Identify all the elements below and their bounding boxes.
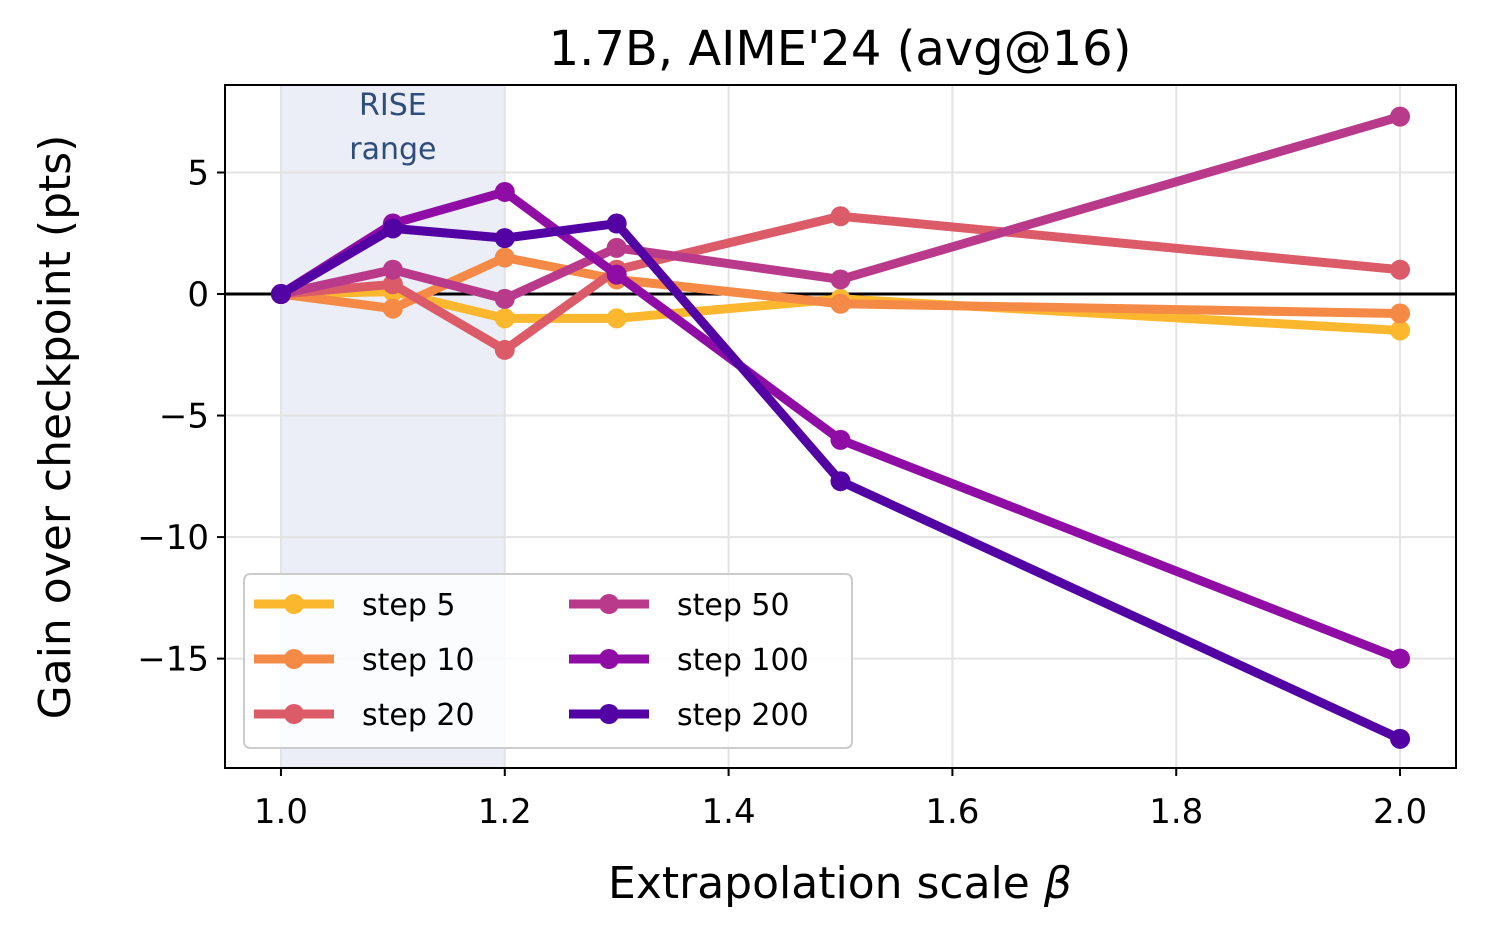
data-point <box>606 237 627 258</box>
data-point <box>830 293 851 314</box>
legend-label: step 50 <box>677 588 790 623</box>
x-tick-label: 1.6 <box>925 792 979 832</box>
legend-label: step 5 <box>362 588 456 623</box>
data-point <box>494 339 515 360</box>
legend-label: step 200 <box>677 698 809 733</box>
data-point <box>830 429 851 450</box>
x-tick-label: 2.0 <box>1373 792 1427 832</box>
legend: step 5 step 10 step 20 step 50 step 100 step … <box>243 573 853 749</box>
data-point <box>830 206 851 227</box>
data-point <box>494 181 515 202</box>
x-axis-label-symbol: β <box>1043 858 1072 909</box>
x-tick-label: 1.2 <box>478 792 532 832</box>
plot-area <box>224 84 1457 769</box>
legend-box <box>243 573 853 749</box>
data-point <box>606 213 627 234</box>
legend-swatch-marker <box>599 649 619 669</box>
rise-range-label-line2: range <box>349 132 436 167</box>
data-point <box>1390 728 1411 749</box>
data-point <box>606 264 627 285</box>
legend-label: step 20 <box>362 698 475 733</box>
x-axis-label-text: Extrapolation scale <box>608 858 1030 909</box>
y-axis-label: Gain over checkpoint (pts) <box>30 135 81 720</box>
x-tick-label: 1.4 <box>702 792 756 832</box>
data-point <box>382 218 403 239</box>
legend-item-step-50: step 50 <box>569 588 790 623</box>
data-point <box>830 471 851 492</box>
data-point <box>382 274 403 295</box>
plot-frame <box>224 84 1457 769</box>
y-tick-label: −10 <box>137 518 209 558</box>
legend-swatch-marker <box>284 704 304 724</box>
data-point <box>494 288 515 309</box>
data-point <box>1390 320 1411 341</box>
x-axis-label: Extrapolation scale β <box>608 858 1072 909</box>
x-axis-ticks: 1.0 1.2 1.4 1.6 1.8 2.0 <box>254 768 1427 832</box>
series-lines <box>270 106 1411 749</box>
y-tick-label: −5 <box>159 397 209 437</box>
legend-item-step-100: step 100 <box>569 643 809 678</box>
data-point <box>382 259 403 280</box>
data-point <box>830 269 851 290</box>
y-tick-label: −15 <box>137 640 209 680</box>
data-point <box>1390 303 1411 324</box>
data-point <box>1390 648 1411 669</box>
chart-title: 1.7B, AIME'24 (avg@16) <box>549 21 1132 77</box>
series-step-200 <box>270 213 1411 749</box>
legend-swatch-marker <box>284 649 304 669</box>
legend-swatch-marker <box>284 594 304 614</box>
data-point <box>606 308 627 329</box>
legend-swatch-marker <box>599 704 619 724</box>
legend-label: step 100 <box>677 643 809 678</box>
y-tick-label: 5 <box>187 154 209 194</box>
data-point <box>1390 259 1411 280</box>
rise-range-label-line1: RISE <box>359 88 427 123</box>
series-line <box>276 219 1405 744</box>
legend-item-step-5: step 5 <box>254 588 456 623</box>
legend-item-step-200: step 200 <box>569 698 809 733</box>
series-line <box>276 112 1405 304</box>
data-point <box>1390 106 1411 127</box>
x-tick-label: 1.0 <box>254 792 308 832</box>
x-tick-label: 1.8 <box>1149 792 1203 832</box>
data-point <box>494 247 515 268</box>
data-point <box>270 284 291 305</box>
data-point <box>494 308 515 329</box>
data-point <box>494 228 515 249</box>
data-point <box>382 298 403 319</box>
series-line <box>276 211 1405 355</box>
y-tick-label: 0 <box>187 275 209 315</box>
legend-label: step 10 <box>362 643 475 678</box>
y-axis-ticks: 5 0 −5 −10 −15 <box>137 154 225 680</box>
legend-item-step-10: step 10 <box>254 643 475 678</box>
legend-swatch-marker <box>599 594 619 614</box>
legend-item-step-20: step 20 <box>254 698 475 733</box>
